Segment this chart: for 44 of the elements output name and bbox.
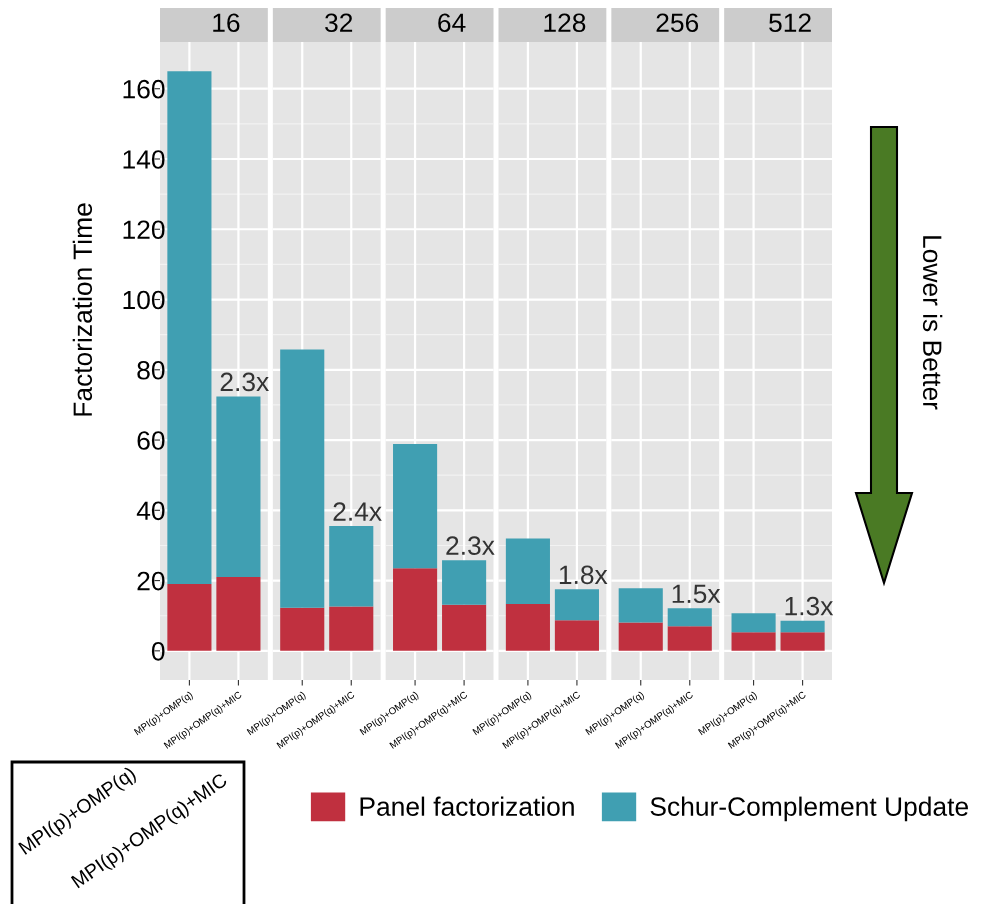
bar [667, 608, 712, 627]
chart-title: 64 [438, 13, 466, 33]
bar [393, 568, 438, 651]
bar [554, 620, 599, 651]
bar [505, 604, 550, 651]
chart-title: 512 [769, 13, 811, 33]
y-tick-label: 120 [123, 220, 165, 240]
bar [393, 443, 438, 569]
y-tick-label: 60 [137, 431, 165, 450]
annotation: 1.3x [785, 596, 834, 616]
y-tick-label: 140 [123, 150, 165, 169]
annotation: 2.3x [446, 536, 495, 555]
y-tick-label: 100 [123, 290, 165, 310]
y-tick-label: 160 [123, 79, 165, 99]
chart-title: 256 [656, 13, 699, 33]
chart-title: 16 [213, 13, 240, 33]
annotation: 2.3x [220, 372, 269, 392]
legend-label: Schur-Complement Update [650, 796, 968, 822]
bar [667, 626, 712, 651]
bar [329, 526, 374, 607]
bar [167, 584, 212, 651]
bar [280, 607, 325, 651]
y-tick-label: 0 [151, 641, 165, 661]
annotation: 1.5x [672, 584, 721, 604]
y-tick-label: 80 [137, 360, 165, 380]
y-tick-label: 20 [137, 571, 165, 591]
bar [280, 349, 325, 608]
bar [216, 577, 261, 651]
bar [329, 606, 374, 651]
bar [554, 589, 599, 621]
y-tick-label: 40 [136, 501, 165, 521]
bar [618, 588, 663, 623]
chart-title: 128 [544, 13, 586, 33]
annotation: 1.8x [559, 565, 608, 585]
text: Lower is Better [922, 236, 943, 410]
chart-title: 32 [325, 13, 353, 33]
bar [216, 396, 261, 578]
bar [442, 604, 487, 651]
bar [442, 560, 487, 605]
legend-label: Panel factorization [360, 796, 574, 816]
y-axis-title: Factorization Time [72, 203, 93, 416]
bar [505, 538, 550, 605]
annotation: 2.4x [333, 502, 382, 521]
bar [618, 622, 663, 651]
